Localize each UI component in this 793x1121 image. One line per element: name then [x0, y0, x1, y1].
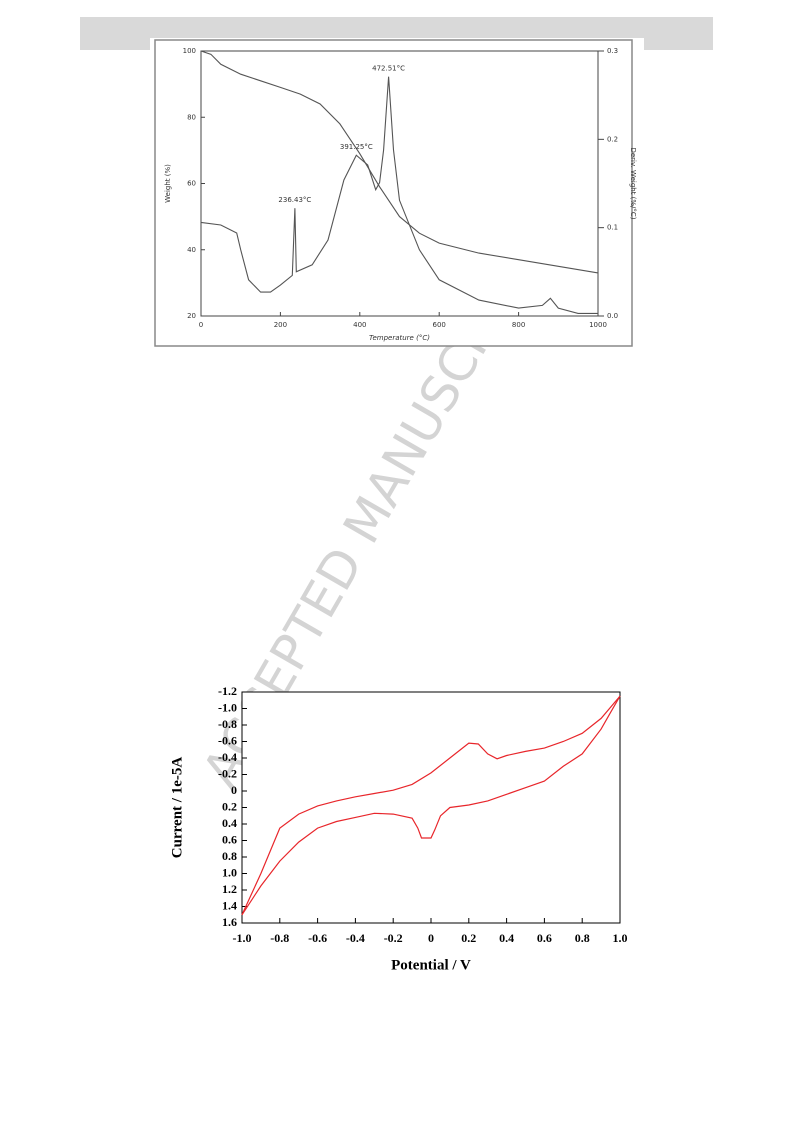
data-line	[200, 50, 599, 274]
x-tick-label: 0	[428, 931, 434, 945]
x-tick-label: -0.4	[346, 931, 365, 945]
y-tick-label: 1.4	[222, 898, 237, 912]
y-tick-label: 0.2	[222, 799, 237, 813]
x-tick-label: -0.6	[308, 931, 327, 945]
x-tick-label: 0.4	[499, 931, 514, 945]
cv-chart: -1.0 -0.8 -0.6 -0.4 -0.2 0 0.2 0.4 0.6 0.8 1.0 -1.2…	[169, 684, 627, 974]
y2-tick-label: 0.3	[607, 47, 618, 55]
x-tick-label: 0	[199, 321, 203, 329]
y-tick-label: 1.0	[222, 865, 237, 879]
y-tick-label: 100	[183, 47, 196, 55]
x-axis-label: Temperature (°C)	[369, 334, 430, 342]
tga-chart: 0 200 400 600 800 1000 20 40 60 80 100 0.0 0.1 0.2 0.3…	[164, 47, 637, 342]
x-tick-label: 400	[353, 321, 366, 329]
y-tick-label: 0.6	[222, 832, 237, 846]
y-tick-label: -0.2	[218, 766, 237, 780]
data-line	[241, 695, 621, 916]
x-tick-label: 800	[512, 321, 525, 329]
x-axis-label: Potential / V	[391, 957, 471, 973]
peak-annotation: 391.25°C	[340, 143, 373, 151]
peak-annotation: 236.43°C	[278, 196, 311, 204]
x-tick-label: -0.8	[270, 931, 289, 945]
data-line	[200, 76, 598, 314]
y-tick-label: 80	[187, 113, 196, 121]
y-tick-label: 20	[187, 312, 196, 320]
y-tick-label: -0.4	[218, 750, 237, 764]
x-tick-label: 600	[433, 321, 446, 329]
x-tick-label: 1.0	[613, 931, 628, 945]
y-tick-label: -1.0	[218, 700, 237, 714]
x-tick-label: 0.2	[461, 931, 476, 945]
x-tick-label: 0.6	[537, 931, 552, 945]
y-tick-label: -0.8	[218, 717, 237, 731]
x-tick-label: 0.8	[575, 931, 590, 945]
x-tick-label: 1000	[589, 321, 607, 329]
y-tick-label: 1.6	[222, 915, 237, 929]
x-tick-label: -1.0	[233, 931, 252, 945]
peak-annotation: 472.51°C	[372, 65, 405, 73]
y-axis-label: Current / 1e-5A	[169, 757, 185, 859]
y-tick-label: -0.6	[218, 733, 237, 747]
cv-plot	[241, 691, 621, 924]
y-tick-label: 0.4	[222, 816, 237, 830]
y-tick-label: 1.2	[222, 882, 237, 896]
x-tick-label: -0.2	[384, 931, 403, 945]
x-tick-label: 200	[274, 321, 287, 329]
y2-tick-label: 0.0	[607, 312, 618, 320]
y2-axis-label: Deriv. Weight (%/°C)	[629, 147, 637, 219]
y-tick-label: 60	[187, 180, 196, 188]
tga-frame	[154, 39, 633, 347]
data-line	[241, 695, 621, 916]
y-tick-label: -1.2	[218, 684, 237, 698]
y2-tick-label: 0.2	[607, 135, 618, 143]
y-tick-label: 0	[231, 783, 237, 797]
y-axis-label: Weight (%)	[164, 164, 172, 203]
y-tick-label: 0.8	[222, 849, 237, 863]
y-tick-label: 40	[187, 246, 196, 254]
y2-tick-label: 0.1	[607, 224, 618, 232]
